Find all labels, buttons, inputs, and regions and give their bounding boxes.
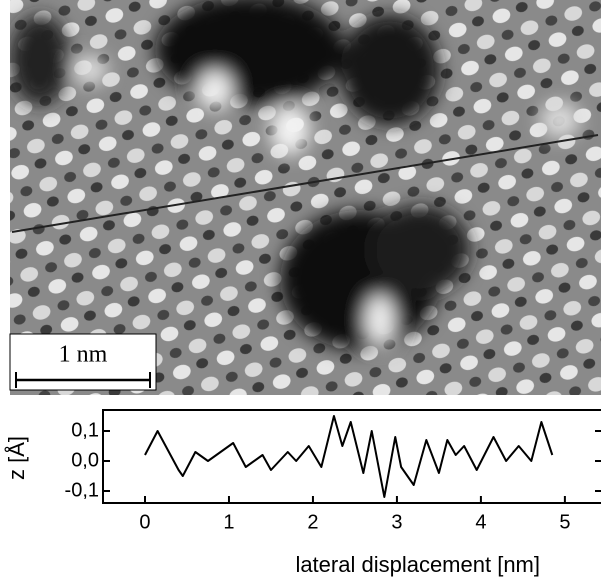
y-tick-label: -0,1 — [65, 479, 99, 501]
y-axis-label: z [Å] — [4, 436, 29, 480]
y-tick-label: 0,1 — [71, 419, 99, 441]
profile-line — [11, 134, 599, 233]
x-tick-label: 4 — [475, 511, 486, 533]
x-tick-label: 0 — [139, 511, 150, 533]
stm-image — [10, 0, 601, 395]
scale-bar-label: 1 nm — [59, 342, 108, 368]
plot-frame — [102, 409, 601, 504]
x-tick-label: 1 — [223, 511, 234, 533]
x-tick-label: 5 — [559, 511, 570, 533]
x-tick-label: 2 — [307, 511, 318, 533]
y-tick-label: 0,0 — [71, 449, 99, 471]
profile-line — [144, 415, 554, 498]
x-tick-label: 3 — [391, 511, 402, 533]
x-axis-label: lateral displacement [nm] — [295, 552, 540, 577]
